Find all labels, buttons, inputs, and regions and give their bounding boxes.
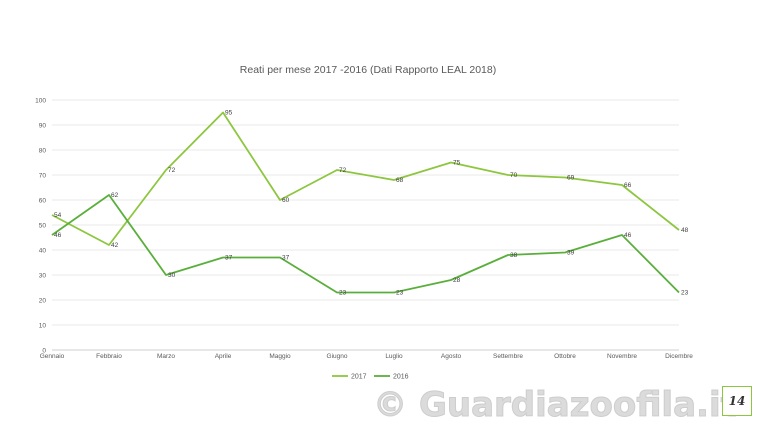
x-tick-label: Febbraio [96, 353, 122, 360]
y-tick-label: 100 [35, 97, 46, 104]
data-label-2016: 46 [624, 232, 632, 239]
data-label-2017: 42 [111, 242, 119, 249]
data-label-2017: 68 [396, 177, 404, 184]
y-tick-label: 60 [39, 197, 47, 204]
page-number: 14 [728, 394, 746, 408]
data-label-2017: 75 [453, 160, 461, 167]
data-label-2016: 37 [225, 255, 233, 262]
y-tick-label: 50 [39, 222, 47, 229]
x-tick-label: Maggio [269, 353, 291, 360]
data-label-2016: 62 [111, 192, 119, 199]
data-label-2016: 38 [510, 252, 518, 259]
legend-label-2016: 2016 [393, 374, 409, 381]
data-label-2016: 23 [681, 290, 689, 297]
y-tick-label: 70 [39, 172, 47, 179]
series-lines [51, 111, 680, 294]
legend: 2017 2016 [332, 374, 409, 381]
data-label-2017: 72 [339, 167, 347, 174]
data-label-2017: 72 [168, 167, 176, 174]
x-axis-ticks: Gennaio Febbraio Marzo Aprile Maggio Giugno Lu… [40, 353, 694, 360]
x-tick-label: Dicembre [665, 353, 693, 360]
x-tick-label: Aprile [215, 353, 232, 360]
data-label-2016: 28 [453, 277, 461, 284]
y-tick-label: 30 [39, 272, 47, 279]
data-label-2017: 54 [54, 212, 62, 219]
x-tick-label: Marzo [157, 353, 175, 360]
series-line-2016 [51, 194, 680, 294]
data-label-2017: 70 [510, 172, 518, 179]
watermark: © Guardiazoofila.it [373, 385, 737, 425]
data-labels: 54 42 72 95 60 72 68 75 70 69 66 48 46 62 30 37 37 23 23 28… [54, 110, 689, 297]
x-tick-label: Settembre [493, 353, 523, 360]
y-tick-label: 80 [39, 147, 47, 154]
data-label-2016: 30 [168, 272, 176, 279]
x-tick-label: Gennaio [40, 353, 65, 360]
series-line-2017 [51, 111, 680, 246]
data-label-2016: 39 [567, 250, 575, 257]
x-tick-label: Agosto [441, 353, 462, 360]
x-tick-label: Giugno [327, 353, 348, 360]
x-tick-label: Luglio [385, 353, 403, 360]
data-label-2016: 23 [396, 290, 404, 297]
data-label-2017: 60 [282, 197, 290, 204]
data-label-2017: 69 [567, 175, 575, 182]
x-tick-label: Ottobre [554, 353, 576, 360]
y-tick-label: 0 [42, 347, 46, 354]
data-label-2016: 23 [339, 290, 347, 297]
x-tick-label: Novembre [607, 353, 637, 360]
gridlines [52, 99, 679, 351]
chart-title: Reati per mese 2017 -2016 (Dati Rapporto… [240, 64, 496, 76]
data-label-2017: 48 [681, 227, 689, 234]
y-axis-ticks: 0 10 20 30 40 50 60 70 80 90 100 [35, 97, 46, 354]
data-label-2016: 37 [282, 255, 290, 262]
data-label-2017: 66 [624, 182, 632, 189]
y-tick-label: 20 [39, 297, 47, 304]
data-label-2017: 95 [225, 110, 233, 117]
page-number-box: 14 [722, 386, 752, 416]
y-tick-label: 90 [39, 122, 47, 129]
legend-label-2017: 2017 [351, 374, 367, 381]
y-tick-label: 10 [39, 322, 47, 329]
y-tick-label: 40 [39, 247, 47, 254]
data-label-2016: 46 [54, 232, 62, 239]
